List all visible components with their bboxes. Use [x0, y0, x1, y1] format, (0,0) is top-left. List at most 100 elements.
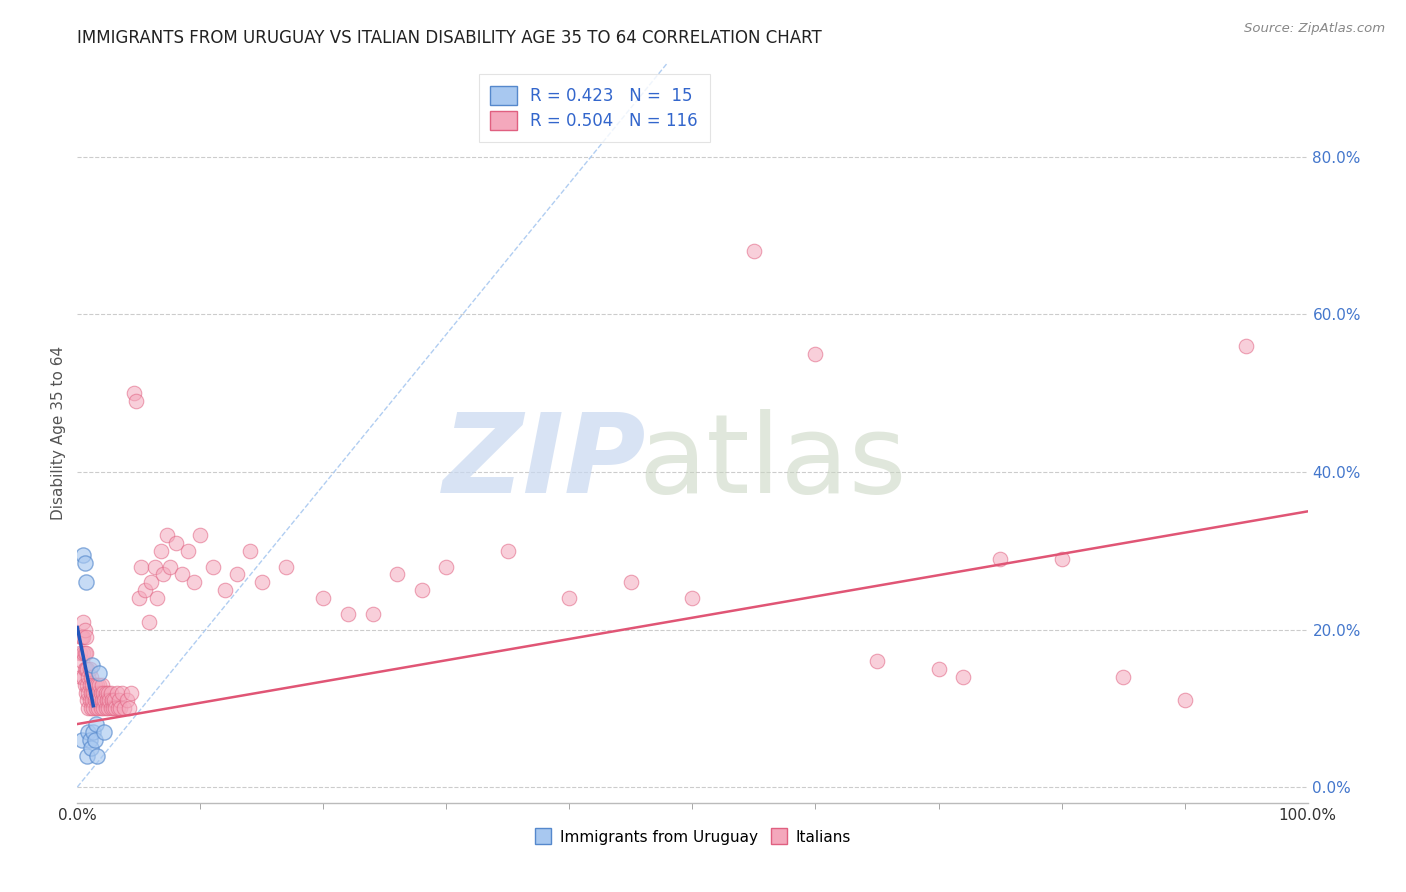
Point	[183, 575, 205, 590]
Point	[94, 685, 117, 699]
Point	[100, 685, 122, 699]
Point	[86, 678, 108, 692]
Y-axis label: Disability Age 35 to 64: Disability Age 35 to 64	[51, 345, 66, 520]
Point	[558, 591, 581, 605]
Point	[150, 543, 173, 558]
Point	[107, 701, 129, 715]
Point	[93, 725, 115, 739]
Point	[101, 701, 124, 715]
Point	[83, 732, 105, 747]
Point	[83, 678, 105, 692]
Point	[87, 685, 110, 699]
Point	[165, 536, 187, 550]
Point	[80, 701, 103, 715]
Point	[72, 548, 94, 562]
Point	[152, 567, 174, 582]
Point	[97, 701, 120, 715]
Point	[188, 528, 212, 542]
Point	[177, 543, 200, 558]
Point	[96, 693, 118, 707]
Point	[361, 607, 384, 621]
Text: Source: ZipAtlas.com: Source: ZipAtlas.com	[1244, 22, 1385, 36]
Point	[72, 615, 94, 629]
Point	[952, 670, 974, 684]
Point	[620, 575, 643, 590]
Point	[73, 678, 96, 692]
Point	[118, 701, 141, 715]
Point	[128, 591, 150, 605]
Point	[146, 591, 169, 605]
Point	[159, 559, 181, 574]
Point	[77, 685, 100, 699]
Point	[84, 685, 107, 699]
Point	[75, 662, 97, 676]
Point	[385, 567, 409, 582]
Point	[122, 386, 145, 401]
Point	[70, 732, 93, 747]
Point	[82, 685, 104, 699]
Point	[312, 591, 335, 605]
Point	[682, 591, 704, 605]
Point	[75, 575, 97, 590]
Point	[72, 670, 94, 684]
Point	[75, 685, 97, 699]
Point	[90, 693, 114, 707]
Point	[80, 670, 103, 684]
Point	[86, 748, 108, 763]
Point	[73, 623, 96, 637]
Point	[77, 725, 100, 739]
Point	[115, 693, 138, 707]
Point	[82, 725, 104, 739]
Point	[110, 701, 132, 715]
Point	[86, 693, 108, 707]
Point	[1050, 551, 1073, 566]
Point	[226, 567, 249, 582]
Point	[121, 685, 143, 699]
Point	[134, 583, 156, 598]
Point	[75, 646, 97, 660]
Point	[129, 559, 153, 574]
Point	[125, 394, 148, 409]
Point	[1234, 339, 1257, 353]
Point	[105, 685, 128, 699]
Point	[1112, 670, 1135, 684]
Point	[76, 748, 98, 763]
Point	[89, 693, 111, 707]
Point	[76, 678, 98, 692]
Point	[83, 693, 105, 707]
Point	[87, 701, 110, 715]
Point	[77, 670, 100, 684]
Point	[80, 740, 103, 755]
Point	[79, 732, 101, 747]
Point	[73, 662, 96, 676]
Point	[104, 701, 127, 715]
Point	[73, 556, 96, 570]
Point	[93, 693, 115, 707]
Text: ZIP: ZIP	[443, 409, 647, 516]
Point	[141, 575, 163, 590]
Point	[97, 685, 120, 699]
Point	[98, 693, 121, 707]
Point	[103, 693, 125, 707]
Point	[77, 701, 100, 715]
Point	[156, 528, 179, 542]
Point	[69, 646, 91, 660]
Point	[101, 693, 124, 707]
Point	[84, 717, 107, 731]
Point	[928, 662, 950, 676]
Point	[111, 685, 132, 699]
Point	[72, 646, 94, 660]
Point	[79, 678, 101, 692]
Point	[90, 685, 112, 699]
Point	[436, 559, 458, 574]
Point	[76, 693, 98, 707]
Point	[112, 701, 135, 715]
Point	[411, 583, 433, 598]
Point	[82, 657, 104, 672]
Point	[82, 678, 104, 692]
Point	[90, 701, 112, 715]
Point	[108, 693, 131, 707]
Point	[70, 670, 93, 684]
Point	[239, 543, 262, 558]
Point	[84, 701, 107, 715]
